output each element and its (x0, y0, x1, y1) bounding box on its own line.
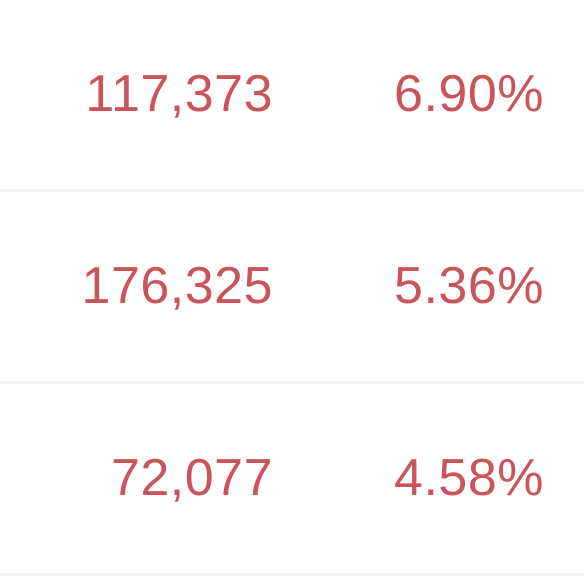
volume-value: 176,325 (81, 257, 273, 315)
change-percent: 5.36% (394, 257, 544, 315)
list-item[interactable]: 72,077 4.58% (0, 384, 584, 576)
volume-value: 117,373 (85, 65, 273, 123)
list-item[interactable]: 117,373 6.90% (0, 0, 584, 192)
list-item[interactable]: 176,325 5.36% (0, 192, 584, 384)
change-percent: 4.58% (394, 449, 544, 507)
change-percent: 6.90% (394, 65, 544, 123)
volume-value: 72,077 (110, 449, 273, 507)
